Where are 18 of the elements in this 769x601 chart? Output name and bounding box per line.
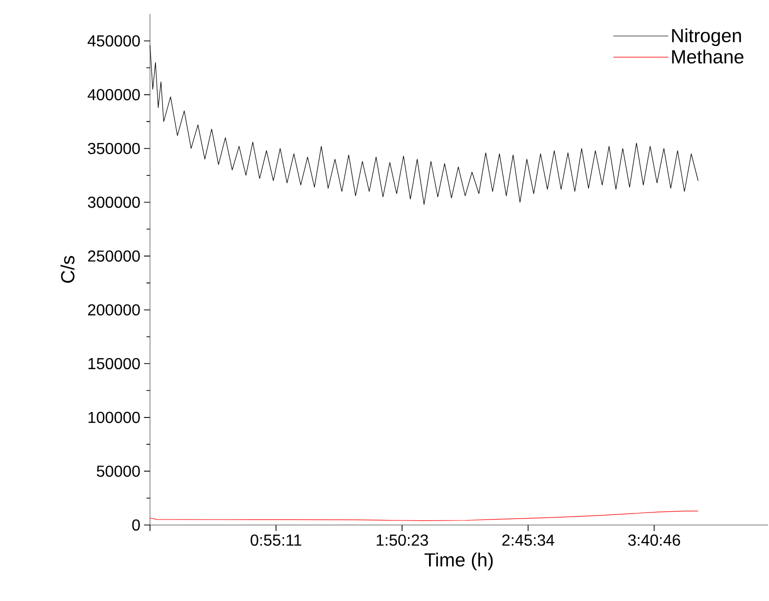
legend-label: Methane [672,50,744,64]
y-tick-label: 300000 [88,196,140,208]
y-tick-label: 50000 [96,466,140,477]
y-tick-label: 350000 [88,142,140,154]
y-tick-label: 450000 [88,35,140,47]
y-tick-label: 200000 [88,304,140,316]
y-tick-label: 150000 [88,358,140,370]
y-tick-label: 0 [132,519,140,531]
x-tick-label: 2:45:34 [502,534,554,546]
x-tick-label: 0:55:11 [250,534,302,546]
y-tick-label: 250000 [88,250,140,262]
x-tick-label: 3:40:46 [628,534,680,546]
y-axis-title: C/s [60,256,74,283]
x-axis-title: Time (h) [424,552,493,570]
x-tick-label: 1:50:23 [376,534,428,546]
legend-label: Nitrogen [672,28,741,46]
y-tick-label: 100000 [88,412,140,424]
y-tick-label: 400000 [88,89,140,100]
